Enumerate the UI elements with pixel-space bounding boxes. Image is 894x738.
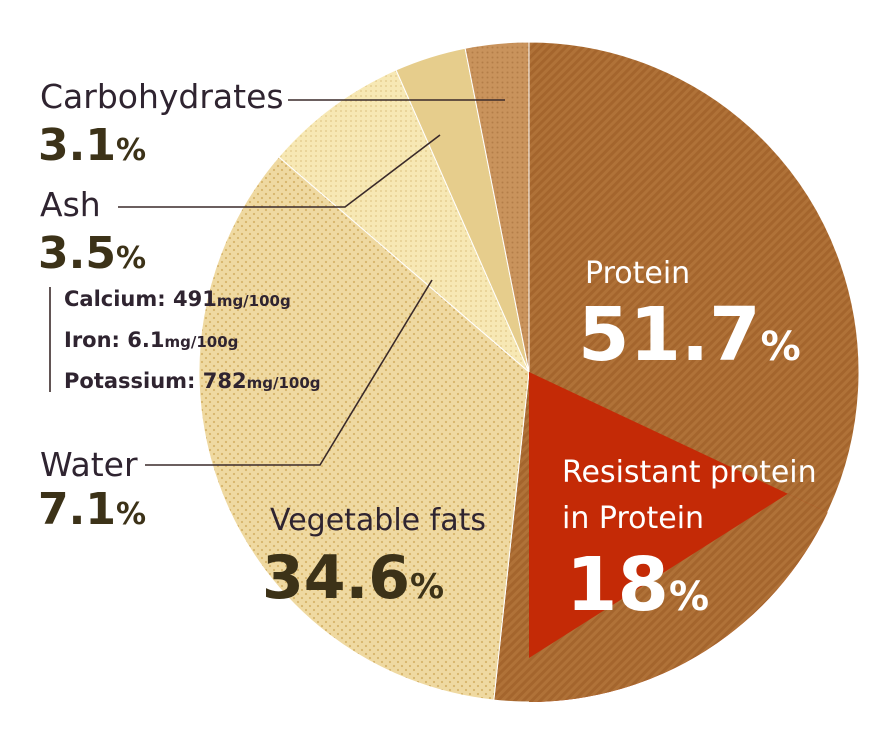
protein-label: Protein [585, 256, 690, 291]
resistant-protein-rim [529, 493, 828, 702]
ash-pct: 3.5% [38, 228, 146, 279]
carbohydrates-slice [464, 41, 530, 373]
vegetable-fats-pct: 34.6% [262, 543, 444, 613]
vegetable-fats-slice [198, 156, 530, 701]
resistant-protein-label-line1: Resistant protein [562, 455, 817, 490]
protein-pct: 51.7% [578, 292, 801, 378]
calcium-mineral: Calcium: 491mg/100g [64, 287, 291, 311]
water-slice [278, 69, 530, 373]
carbohydrates-pct: 3.1% [38, 120, 146, 171]
resistant-protein-subslice-group [529, 372, 828, 702]
potassium-mineral: Potassium: 782mg/100g [64, 369, 321, 393]
water-leader-line [145, 279, 433, 466]
resistant-protein-pct: 18% [566, 542, 709, 628]
water-pct: 7.1% [38, 484, 146, 535]
carbohydrates-label: Carbohydrates [40, 77, 284, 116]
resistant-protein-label-line2: in Protein [562, 501, 704, 536]
water-label: Water [40, 445, 138, 484]
ash-leader-line [118, 134, 441, 208]
ash-label: Ash [40, 185, 101, 224]
iron-mineral: Iron: 6.1mg/100g [64, 328, 238, 352]
vegetable-fats-label: Vegetable fats [270, 503, 486, 538]
